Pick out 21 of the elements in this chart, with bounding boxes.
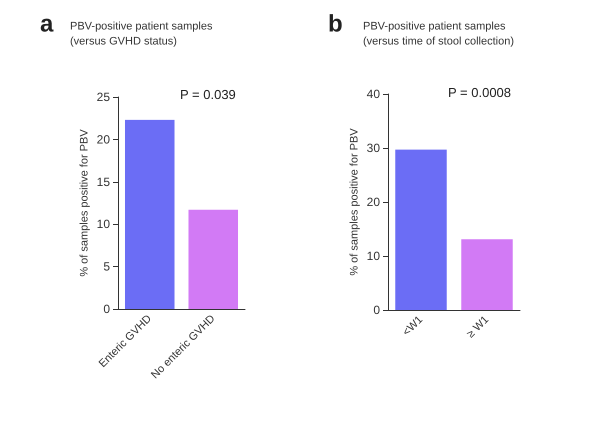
y-axis-title: % of samples positive for PBV	[348, 128, 360, 276]
y-tick-label: 5	[103, 260, 110, 274]
y-tick-label: 40	[366, 87, 380, 101]
x-tick-label: <W1	[400, 314, 426, 338]
annotation: P = 0.039	[180, 87, 236, 102]
y-tick-label: 20	[366, 195, 380, 209]
y-axis-title: % of samples positive for PBV	[78, 128, 90, 277]
chart-title: PBV-positive patient samples (versus time of stool collection)	[363, 20, 514, 48]
annotation: P = 0.0008	[448, 85, 512, 100]
y-tick-label: 30	[366, 141, 380, 155]
y-tick-label: 20	[96, 132, 110, 146]
text: a	[40, 10, 54, 38]
x-tick-label: ≥ W1	[464, 314, 492, 340]
text: b	[328, 10, 343, 38]
y-tick-label: 25	[96, 90, 110, 104]
y-tick-label: 0	[103, 302, 110, 316]
y-tick-label: 15	[96, 174, 110, 189]
y-tick-label: 0	[373, 303, 380, 317]
y-tick-label: 10	[366, 249, 380, 263]
chart-title: PBV-positive patient samples (versus GVHD status)	[70, 20, 213, 48]
y-tick-label: 10	[96, 217, 110, 232]
